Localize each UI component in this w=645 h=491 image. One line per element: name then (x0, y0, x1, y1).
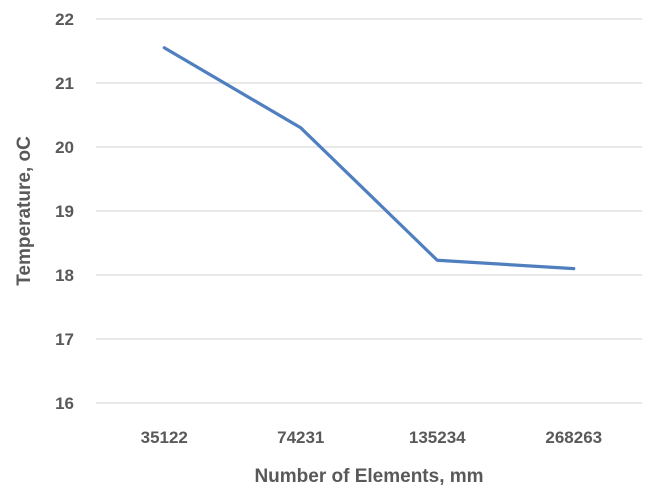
y-tick-label: 16 (55, 394, 74, 413)
y-axis-title: Temperature, oC (14, 136, 35, 286)
x-tick-label: 268263 (545, 428, 602, 447)
y-tick-label: 17 (55, 330, 74, 349)
y-tick-label: 18 (55, 266, 74, 285)
y-tick-labels: 16 17 18 19 20 21 22 (55, 10, 74, 413)
y-tick-label: 19 (55, 202, 74, 221)
x-tick-labels: 35122 74231 135234 268263 (141, 428, 603, 447)
x-axis-title: Number of Elements, mm (254, 466, 483, 487)
gridlines (96, 18, 642, 340)
series-lines (162, 46, 576, 271)
y-tick-label: 21 (55, 74, 74, 93)
x-tick-label: 74231 (277, 428, 324, 447)
series-line (162, 46, 576, 271)
x-tick-label: 35122 (141, 428, 188, 447)
y-tick-label: 20 (55, 138, 74, 157)
x-tick-label: 135234 (409, 428, 466, 447)
y-tick-label: 22 (55, 10, 74, 29)
